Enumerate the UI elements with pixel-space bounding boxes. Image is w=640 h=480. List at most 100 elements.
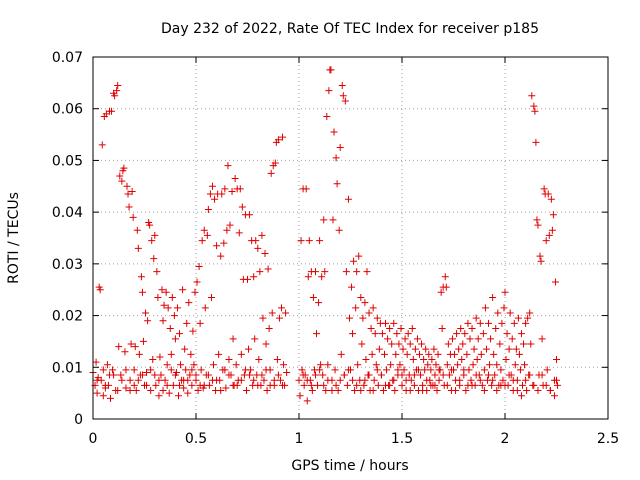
x-tick-label: 1.5 [391, 431, 413, 447]
data-point [131, 343, 139, 351]
data-point [184, 376, 192, 384]
data-point [262, 366, 270, 374]
data-point [121, 348, 129, 356]
data-point [367, 325, 375, 332]
data-point [96, 286, 104, 294]
data-point [516, 366, 524, 374]
data-point [161, 376, 169, 384]
data-point [526, 371, 534, 379]
data-point [341, 97, 349, 105]
data-point [93, 376, 101, 384]
data-point [424, 361, 432, 369]
data-point [114, 387, 122, 395]
data-point [221, 185, 229, 193]
data-point [388, 340, 396, 348]
data-point [431, 371, 439, 379]
data-point [369, 387, 377, 395]
data-point [229, 335, 237, 343]
data-point [184, 389, 192, 397]
data-point [167, 350, 175, 358]
x-tick-label: 0 [89, 431, 98, 447]
data-point [110, 371, 118, 379]
data-point [445, 371, 453, 379]
data-point [129, 213, 137, 221]
data-point [336, 376, 344, 384]
data-point [176, 330, 184, 338]
data-point [320, 216, 328, 224]
data-point [375, 345, 383, 353]
data-point [493, 387, 501, 395]
data-point [171, 371, 179, 379]
data-point [101, 381, 109, 389]
x-tick-label: 1 [295, 431, 304, 447]
data-point [215, 350, 223, 358]
data-point [508, 335, 516, 343]
data-point [118, 177, 126, 185]
data-point [522, 376, 530, 384]
data-point [519, 381, 527, 389]
data-point [338, 81, 346, 89]
data-point [334, 387, 342, 395]
data-point [258, 371, 266, 379]
data-point [500, 304, 508, 312]
data-point [401, 335, 409, 343]
y-tick-label: 0.01 [52, 360, 83, 376]
data-point [133, 226, 141, 234]
data-point [279, 381, 287, 389]
chart-title: Day 232 of 2022, Rate Of TEC Index for r… [161, 21, 539, 37]
data-point [399, 345, 407, 353]
data-point [458, 356, 466, 364]
data-point [107, 394, 115, 402]
data-point [353, 381, 361, 389]
data-point [479, 330, 487, 338]
data-point [414, 366, 422, 374]
y-tick-label: 0.03 [52, 257, 83, 273]
data-point [382, 319, 390, 327]
data-point [406, 387, 414, 395]
data-point [208, 376, 216, 384]
data-point [377, 371, 385, 379]
data-point [251, 335, 259, 343]
data-point [442, 283, 450, 291]
data-point [354, 361, 362, 369]
data-point [179, 286, 187, 294]
data-point [303, 397, 311, 405]
data-point [493, 361, 501, 369]
data-point [245, 345, 253, 353]
data-point [252, 237, 260, 245]
data-point [130, 366, 138, 374]
grid [93, 57, 608, 419]
data-point [344, 366, 352, 374]
data-point [402, 376, 410, 384]
data-point [232, 361, 240, 369]
data-point [448, 335, 456, 343]
data-point [166, 325, 174, 332]
data-point [263, 387, 271, 395]
data-point [246, 371, 254, 379]
data-point [433, 387, 441, 395]
data-point [268, 309, 276, 317]
data-point [218, 190, 226, 198]
data-point [394, 366, 402, 374]
data-point [357, 387, 365, 395]
data-point [370, 376, 378, 384]
data-point [186, 371, 194, 379]
data-point [217, 387, 225, 395]
data-point [357, 293, 365, 301]
data-point [410, 381, 418, 389]
data-point [463, 350, 471, 358]
data-point [398, 371, 406, 379]
data-point [237, 376, 245, 384]
data-point [208, 182, 216, 190]
data-point [222, 384, 230, 392]
data-point [454, 361, 462, 369]
data-point [210, 361, 218, 369]
data-point [260, 376, 268, 384]
data-point [443, 381, 451, 389]
data-point [505, 371, 513, 379]
data-point [164, 304, 172, 312]
data-point [419, 387, 427, 395]
data-point [550, 392, 558, 400]
data-point [319, 371, 327, 379]
